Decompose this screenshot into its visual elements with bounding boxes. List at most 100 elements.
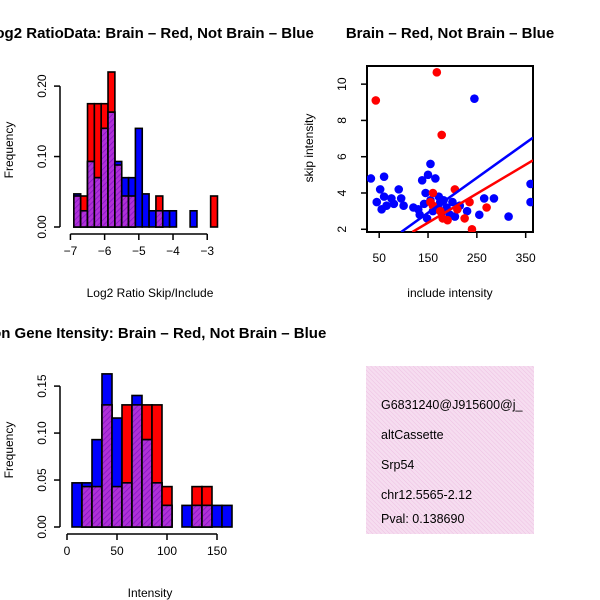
ratio-hist-bar-overlap: [114, 164, 123, 228]
ratio-hist-x-tick-label: −6: [98, 244, 112, 258]
scatter-y-tick-label: 6: [335, 153, 349, 160]
scatter-point-not-brain: [426, 159, 435, 169]
scatter-point-not-brain: [479, 194, 489, 203]
intensity-hist-x-tick-label: 50: [110, 544, 124, 558]
scatter-point-not-brain: [526, 197, 533, 207]
scatter-point-not-brain: [379, 192, 389, 201]
scatter-point-brain: [437, 130, 447, 140]
ratio-hist-bar-overlap: [107, 111, 116, 228]
intensity-hist-y-tick-label: 0.15: [35, 374, 49, 398]
scatter-point-brain: [443, 215, 452, 225]
ratio-hist-y-tick-label: 0.00: [35, 215, 49, 239]
info-event-type: altCassette: [381, 428, 444, 442]
ratio-hist-bar-overlap: [155, 209, 164, 228]
scatter-point-not-brain: [450, 212, 460, 221]
ratio-hist-x-tick-label: −7: [64, 244, 78, 258]
intensity-histogram-title: Exon Gene Itensity: Brain – Red, Not Bra…: [0, 325, 326, 342]
scatter-x-tick-label: 350: [516, 251, 536, 265]
ratio-hist-bar-overlap: [86, 160, 96, 228]
ratio-histogram-bars: [73, 71, 219, 228]
intensity-hist-bar-overlap: [151, 482, 163, 528]
info-panel: G6831240@J915600@j_ altCassette Srp54 ch…: [366, 366, 534, 534]
scatter-y-tick-label: 2: [335, 226, 349, 233]
scatter-point-not-brain: [367, 174, 376, 183]
fit-line-not-brain: [400, 136, 533, 232]
scatter-point-not-brain: [389, 199, 399, 209]
ratio-hist-x-tick-label: −4: [166, 244, 180, 258]
ratio-hist-bar-overlap: [93, 176, 103, 228]
info-location: chr12.5565-2.12: [381, 488, 472, 502]
scatter-x-tick-label: 150: [418, 251, 438, 265]
scatter-point-brain: [426, 197, 435, 207]
fit-line-brain: [411, 159, 533, 232]
scatter-point-not-brain: [423, 170, 433, 180]
ratio-histogram-xlabel: Log2 Ratio Skip/Include: [87, 286, 214, 300]
ratio-hist-bar-not-brain: [134, 127, 144, 228]
ratio-histogram-axes: −7 −6 −5 −4 −3 0.00 0.10 0.20: [35, 74, 214, 258]
ratio-hist-bar-overlap: [73, 195, 82, 228]
scatter-point-not-brain: [526, 179, 533, 189]
scatter-point-not-brain: [379, 172, 389, 181]
intensity-hist-x-tick-label: 0: [64, 544, 71, 558]
scatter-point-not-brain: [417, 175, 427, 185]
intensity-hist-bar-not-brain: [221, 504, 233, 528]
scatter-point-not-brain: [470, 94, 479, 103]
scatter-point-not-brain: [375, 185, 385, 194]
info-pval: Pval: 0.138690: [381, 512, 464, 526]
intensity-histogram-axes: 0 50 100 150 0.00 0.05 0.10 0.15: [35, 374, 227, 558]
info-gene-name: Srp54: [381, 458, 414, 472]
intensity-hist-x-tick-label: 100: [157, 544, 177, 558]
intensity-histogram-panel: Exon Gene Itensity: Brain – Red, Not Bra…: [0, 325, 326, 600]
ratio-hist-y-tick-label: 0.10: [35, 145, 49, 169]
intensity-hist-bar-overlap: [141, 438, 153, 528]
scatter-point-not-brain: [399, 201, 408, 210]
scatter-plot-area: [367, 68, 533, 232]
intensity-hist-bar-overlap: [111, 485, 123, 528]
ratio-hist-bar-not-brain: [189, 209, 198, 228]
scatter-y-tick-label: 4: [335, 189, 349, 196]
info-panel-background: [366, 366, 534, 534]
ratio-hist-bar-brain: [209, 195, 219, 228]
scatter-point-not-brain: [421, 188, 430, 198]
scatter-panel: Brain – Red, Not Brain – Blue 50 150 250 35…: [302, 25, 554, 300]
scatter-point-brain: [428, 188, 438, 198]
intensity-hist-bar-not-brain: [181, 504, 193, 528]
scatter-point-brain: [432, 68, 442, 77]
ratio-hist-bar-overlap: [79, 209, 89, 228]
ratio-histogram-ylabel: Frequency: [2, 122, 16, 179]
scatter-x-tick-label: 250: [467, 251, 487, 265]
scatter-point-not-brain: [382, 201, 391, 210]
info-probe-id: G6831240@J915600@j_: [381, 398, 524, 412]
scatter-point-brain: [467, 224, 477, 232]
intensity-hist-x-tick-label: 150: [207, 544, 227, 558]
intensity-hist-bar-overlap: [161, 504, 173, 528]
ratio-hist-bar-overlap: [100, 127, 109, 228]
ratio-histogram-panel: Log2 RatioData: Brain – Red, Not Brain –…: [0, 25, 314, 300]
intensity-histogram-ylabel: Frequency: [2, 422, 16, 479]
scatter-xlabel: include intensity: [407, 286, 492, 300]
intensity-histogram-xlabel: Intensity: [128, 586, 173, 600]
ratio-hist-bar-overlap: [120, 195, 130, 228]
intensity-hist-bar-overlap: [81, 485, 93, 528]
scatter-point-not-brain: [489, 194, 499, 203]
scatter-point-not-brain: [394, 185, 404, 194]
scatter-ylabel: skip intensity: [302, 114, 316, 183]
scatter-axes: 50 150 250 350 2 4 6 8 10: [335, 65, 536, 265]
scatter-point-brain: [371, 96, 381, 105]
scatter-point-not-brain: [504, 212, 513, 221]
scatter-point-not-brain: [448, 197, 457, 207]
ratio-histogram-title: Log2 RatioData: Brain – Red, Not Brain –…: [0, 25, 314, 42]
intensity-hist-bar-overlap: [91, 485, 103, 528]
intensity-hist-y-tick-label: 0.10: [35, 421, 49, 445]
ratio-hist-bar-not-brain: [141, 193, 150, 228]
scatter-point-not-brain: [462, 206, 472, 216]
ratio-hist-bar-not-brain: [161, 209, 171, 228]
scatter-point-not-brain: [396, 194, 406, 203]
scatter-title: Brain – Red, Not Brain – Blue: [346, 25, 554, 42]
scatter-point-brain: [482, 203, 491, 212]
scatter-point-not-brain: [431, 174, 440, 183]
scatter-frame: [366, 65, 534, 233]
ratio-hist-bar-not-brain: [148, 209, 157, 228]
scatter-point-brain: [460, 214, 469, 223]
